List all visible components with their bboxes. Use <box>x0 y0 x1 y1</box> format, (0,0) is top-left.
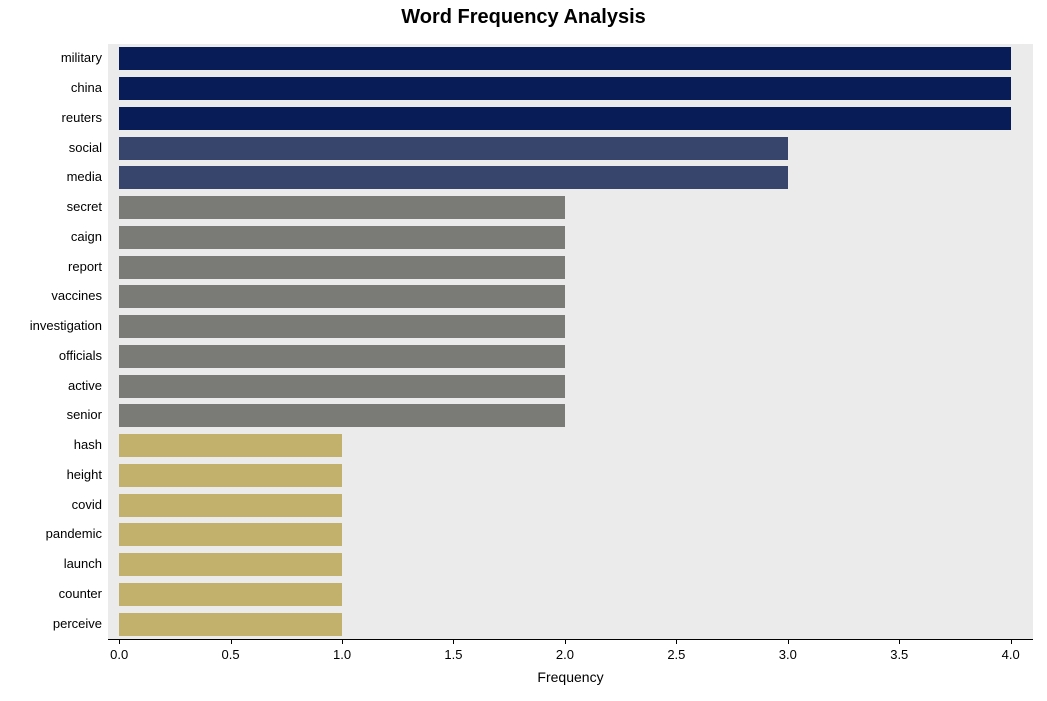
ytick-label: height <box>67 467 102 482</box>
ytick-label: investigation <box>30 318 102 333</box>
ytick-label: reuters <box>62 110 102 125</box>
ytick-label: vaccines <box>51 288 102 303</box>
bar <box>119 583 342 606</box>
bar <box>119 137 788 160</box>
ytick-label: military <box>61 50 102 65</box>
bar <box>119 256 565 279</box>
ytick-label: social <box>69 140 102 155</box>
bar <box>119 196 565 219</box>
xtick-label: 3.0 <box>779 647 797 662</box>
ytick-label: china <box>71 80 102 95</box>
xtick-label: 1.5 <box>444 647 462 662</box>
ytick-label: pandemic <box>46 526 102 541</box>
ytick-label: hash <box>74 437 102 452</box>
xtick-label: 3.5 <box>890 647 908 662</box>
plot-area <box>108 44 1033 639</box>
ytick-label: senior <box>67 407 102 422</box>
bar <box>119 107 1011 130</box>
word-frequency-chart: Word Frequency Analysis military china reu… <box>0 0 1047 701</box>
xtick-label: 2.5 <box>667 647 685 662</box>
ytick-label: report <box>68 259 102 274</box>
ytick-label: counter <box>59 586 102 601</box>
bar <box>119 553 342 576</box>
ytick-label: media <box>67 169 102 184</box>
xtick-label: 2.0 <box>556 647 574 662</box>
bar <box>119 404 565 427</box>
xtick-label: 0.5 <box>222 647 240 662</box>
xtick-label: 1.0 <box>333 647 351 662</box>
bar <box>119 285 565 308</box>
bar <box>119 523 342 546</box>
x-axis-line <box>108 639 1033 640</box>
xtick-label: 0.0 <box>110 647 128 662</box>
ytick-label: secret <box>67 199 102 214</box>
chart-title: Word Frequency Analysis <box>0 6 1047 29</box>
bar <box>119 375 565 398</box>
x-axis-label: Frequency <box>537 669 603 685</box>
ytick-label: perceive <box>53 616 102 631</box>
bar <box>119 226 565 249</box>
bar <box>119 345 565 368</box>
bar <box>119 464 342 487</box>
bar <box>119 434 342 457</box>
bar <box>119 315 565 338</box>
bar <box>119 77 1011 100</box>
ytick-label: officials <box>59 348 102 363</box>
bar <box>119 47 1011 70</box>
ytick-label: covid <box>72 497 102 512</box>
ytick-label: caign <box>71 229 102 244</box>
ytick-label: active <box>68 378 102 393</box>
ytick-label: launch <box>64 556 102 571</box>
bar <box>119 494 342 517</box>
bar <box>119 613 342 636</box>
bar <box>119 166 788 189</box>
xtick-label: 4.0 <box>1002 647 1020 662</box>
